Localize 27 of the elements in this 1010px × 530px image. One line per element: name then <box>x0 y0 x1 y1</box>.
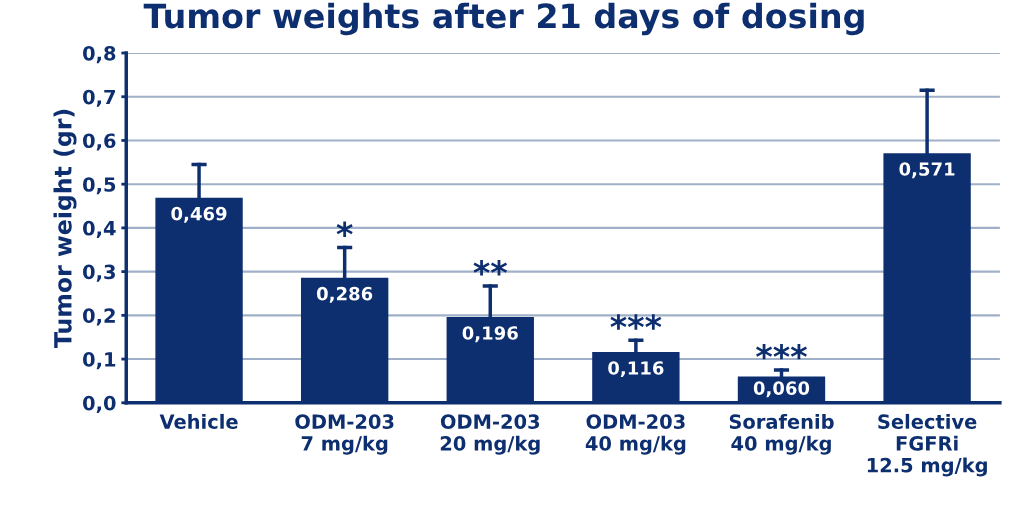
data-label: 0,060 <box>753 381 810 398</box>
annotation: *** <box>610 314 662 330</box>
x-tick-label: ODM-203 40 mg/kg <box>585 414 686 455</box>
y-tick-label: 0,5 <box>83 177 116 195</box>
y-tick-label: 0,0 <box>83 395 116 413</box>
data-label: 0,571 <box>899 162 955 179</box>
y-tick-label: 0,2 <box>83 308 115 326</box>
annotation: * <box>336 221 353 237</box>
data-label: 0,116 <box>608 361 664 378</box>
x-tick-label: Selective FGFRi 12.5 mg/kg <box>867 413 987 477</box>
data-label: 0,196 <box>462 326 518 343</box>
y-tick-label: 0,7 <box>83 89 115 107</box>
y-tick-label: 0,6 <box>83 133 116 151</box>
y-tick-label: 0,3 <box>83 264 115 282</box>
x-tick-label: Sorafenib 40 mg/kg <box>729 413 834 455</box>
y-tick-label: 0,4 <box>83 220 116 239</box>
y-tick-label: 0,1 <box>83 352 116 370</box>
x-tick-label: ODM-203 20 mg/kg <box>440 414 540 455</box>
x-tick-label: Vehicle <box>159 413 238 429</box>
annotation: ** <box>473 259 508 276</box>
x-tick-label: ODM-203 7 mg/kg <box>295 414 394 455</box>
data-label: 0,286 <box>316 286 373 303</box>
annotation: *** <box>756 343 807 360</box>
data-label: 0,469 <box>171 206 227 223</box>
y-tick-label: 0,8 <box>83 45 116 64</box>
y-axis-title: Tumor weight (gr) <box>53 109 77 348</box>
chart-title: Tumor weights after 21 days of dosing <box>143 2 864 36</box>
